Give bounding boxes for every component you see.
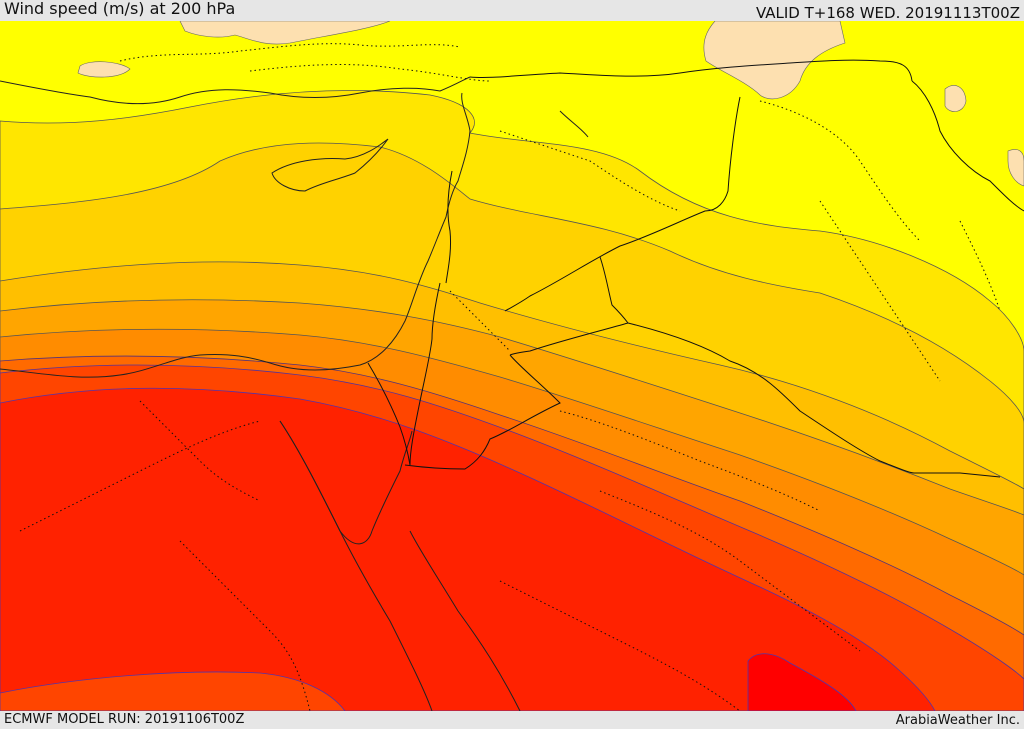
header-bar: Wind speed (m/s) at 200 hPa VALID T+168 … xyxy=(0,0,1024,22)
footer-bar: ECMWF MODEL RUN: 20191106T00Z ArabiaWeat… xyxy=(0,711,1024,729)
admin-borders xyxy=(19,43,1001,711)
map-canvas xyxy=(0,21,1024,711)
coast-cyprus xyxy=(271,138,389,192)
coast-mediterranean-south xyxy=(0,92,471,378)
model-run-label: ECMWF MODEL RUN: 20191106T00Z xyxy=(4,712,245,727)
admin-turkey-1 xyxy=(119,43,461,62)
border-jordan-saudi-south xyxy=(404,354,561,470)
admin-syria xyxy=(499,130,681,212)
border-iraq-iran xyxy=(911,80,1024,212)
coastlines xyxy=(0,76,589,711)
coast-gulf-aqaba xyxy=(371,430,413,532)
valid-time-label: VALID T+168 WED. 20191113T00Z xyxy=(755,4,1020,22)
patch-light-east-small xyxy=(944,85,967,112)
band-red xyxy=(0,387,936,711)
coast-gulf-suez xyxy=(279,420,373,545)
border-turkey-syria xyxy=(469,59,913,82)
band-red-core xyxy=(747,653,857,711)
border-saudi-jordan xyxy=(509,322,629,356)
border-lebanon-syria xyxy=(445,170,453,284)
patch-light-west xyxy=(77,61,131,78)
border-saudi-iraq xyxy=(627,322,1001,478)
map-title: Wind speed (m/s) at 200 hPa xyxy=(4,0,236,18)
band-red-return xyxy=(0,671,346,711)
admin-egypt-2 xyxy=(179,540,311,711)
borders xyxy=(367,59,1024,478)
patch-light-north-east xyxy=(703,21,846,100)
border-israel-jordan xyxy=(409,282,441,466)
admin-iraq-1 xyxy=(759,100,921,242)
admin-iraq-2 xyxy=(819,200,941,382)
border-jordan-iraq xyxy=(599,256,629,324)
admin-turkey-2 xyxy=(249,64,491,82)
coast-caspian-edge xyxy=(559,110,589,138)
admin-iraq-3 xyxy=(959,220,1001,312)
admin-egypt-3 xyxy=(139,400,261,502)
patch-light-east-edge xyxy=(1007,149,1024,187)
border-egypt-israel xyxy=(367,362,411,466)
coast-turkey-south xyxy=(0,76,471,105)
admin-egypt-1 xyxy=(19,420,261,532)
wind-speed-map xyxy=(0,21,1024,711)
credit-label: ArabiaWeather Inc. xyxy=(895,713,1020,728)
border-syria-iraq xyxy=(504,96,741,312)
coast-red-sea-east xyxy=(409,530,521,711)
patch-light-northwest xyxy=(179,21,391,45)
admin-saudi-3 xyxy=(499,580,741,711)
admin-saudi-1 xyxy=(559,410,821,512)
